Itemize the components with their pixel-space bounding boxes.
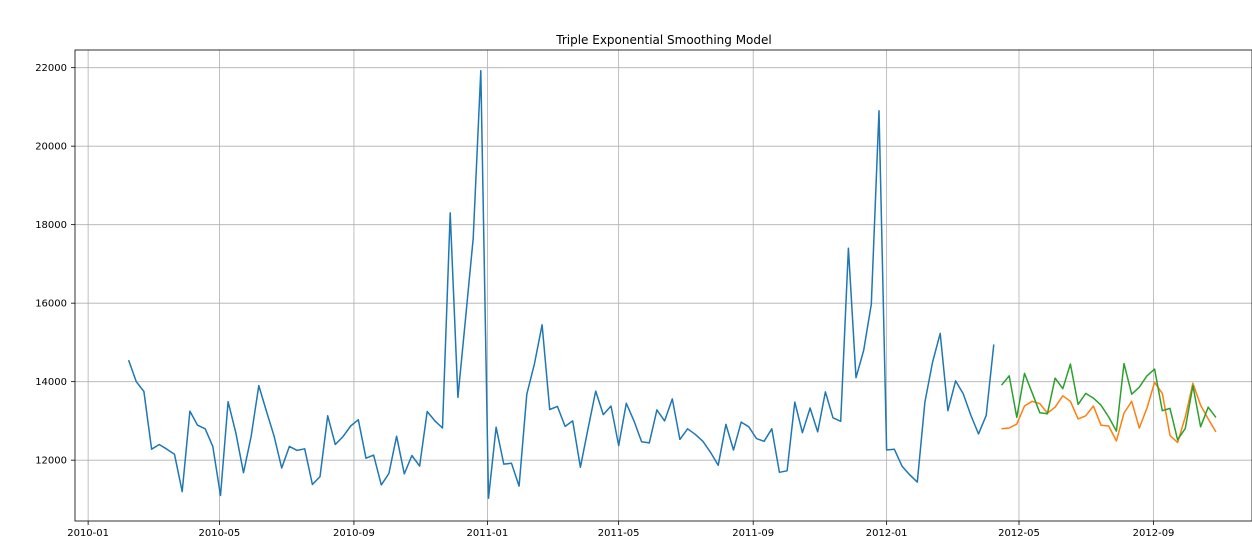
- y-tick-label: 16000: [35, 299, 67, 310]
- y-axis-ticks: 12000 14000 16000 18000 20000 22000: [35, 63, 75, 467]
- grid-lines: [75, 50, 1252, 521]
- x-tick-label: 2011-01: [466, 528, 508, 539]
- x-tick-label: 2012-01: [866, 528, 908, 539]
- series-lines: [127, 70, 1217, 499]
- chart-title: Triple Exponential Smoothing Model: [555, 33, 771, 47]
- plot-frame: [74, 49, 1252, 522]
- y-tick-label: 22000: [35, 63, 67, 74]
- series-line-2: [1001, 381, 1217, 444]
- series-line-1: [127, 70, 995, 499]
- x-tick-label: 2010-01: [67, 528, 109, 539]
- y-tick-label: 14000: [35, 377, 67, 388]
- x-tick-label: 2011-09: [732, 528, 774, 539]
- x-tick-label: 2010-09: [333, 528, 375, 539]
- y-tick-label: 20000: [35, 142, 67, 153]
- x-axis-ticks: 2010-01 2010-05 2010-09 2011-01 2011-05 2011-…: [67, 521, 1174, 539]
- x-tick-label: 2011-05: [598, 528, 640, 539]
- series-line-3: [1000, 362, 1217, 441]
- y-tick-label: 12000: [35, 456, 67, 467]
- x-tick-label: 2012-09: [1133, 528, 1175, 539]
- x-tick-label: 2010-05: [198, 528, 240, 539]
- y-tick-label: 18000: [35, 220, 67, 231]
- x-tick-label: 2012-05: [998, 528, 1040, 539]
